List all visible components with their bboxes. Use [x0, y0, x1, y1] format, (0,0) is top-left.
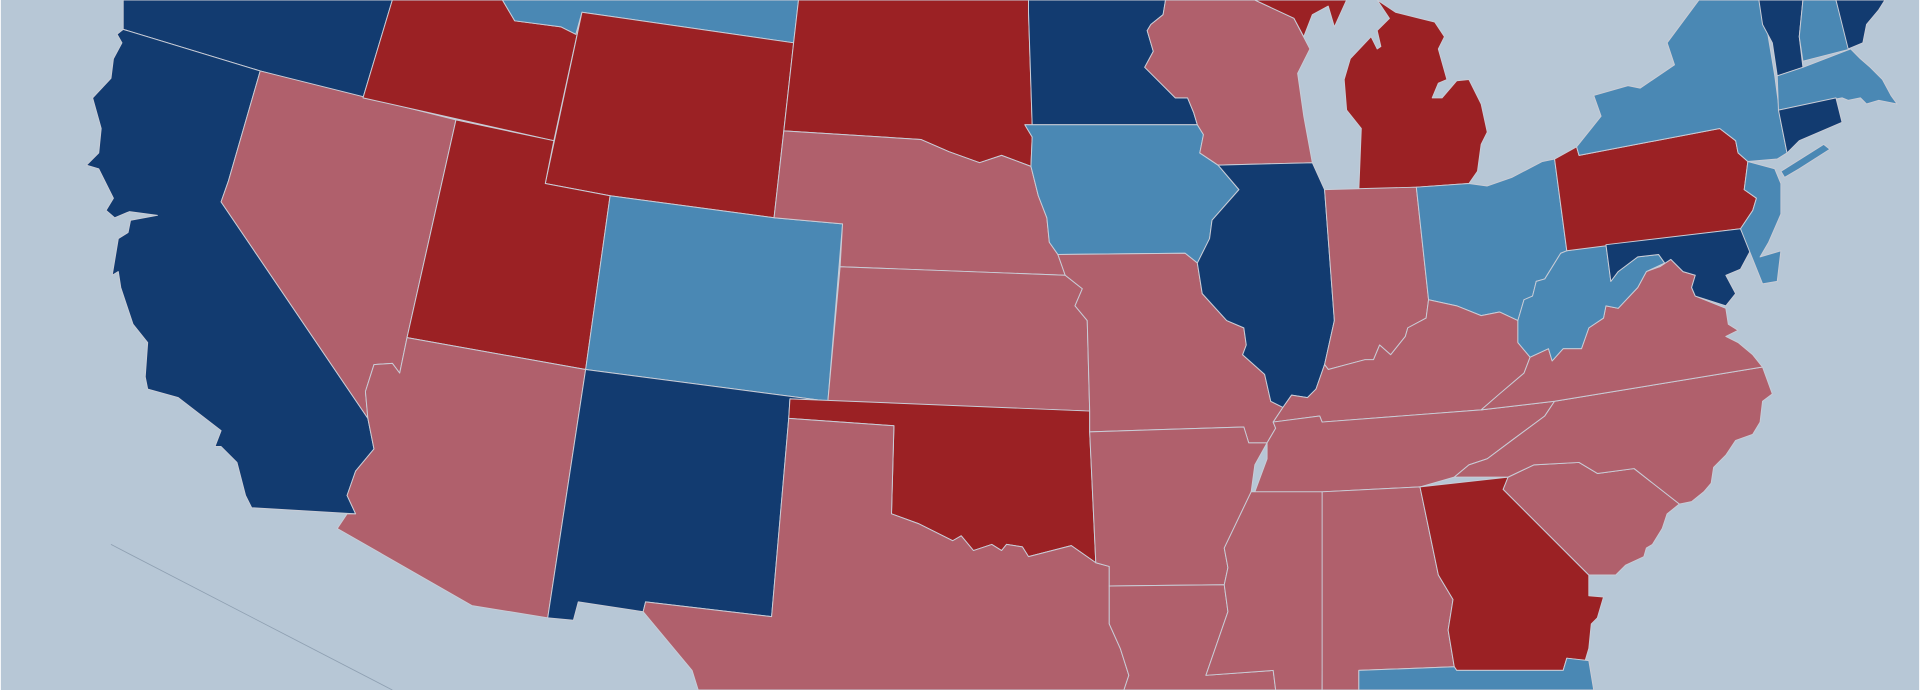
- state-region: [544, 11, 795, 219]
- state-region: [1144, 0, 1313, 166]
- state-region: [1605, 228, 1751, 307]
- state-region: [827, 266, 1091, 412]
- states: [85, 0, 1898, 690]
- state-region: [1777, 97, 1843, 154]
- state-region: [1798, 0, 1852, 62]
- state-region: [1517, 244, 1666, 362]
- guide-line: [110, 544, 393, 690]
- state-region: [1576, 0, 1788, 162]
- state-region: [1780, 143, 1831, 178]
- state-region: [1343, 0, 1488, 191]
- state-region: [1254, 0, 1348, 38]
- state-region: [1776, 48, 1898, 111]
- state-region: [1835, 0, 1886, 50]
- state-region: [585, 195, 844, 402]
- state-region: [642, 417, 1130, 690]
- state-region: [1453, 366, 1773, 505]
- state-region: [1272, 299, 1531, 423]
- state-region: [1358, 657, 1595, 690]
- state-region: [1740, 160, 1782, 285]
- state-region: [336, 337, 587, 619]
